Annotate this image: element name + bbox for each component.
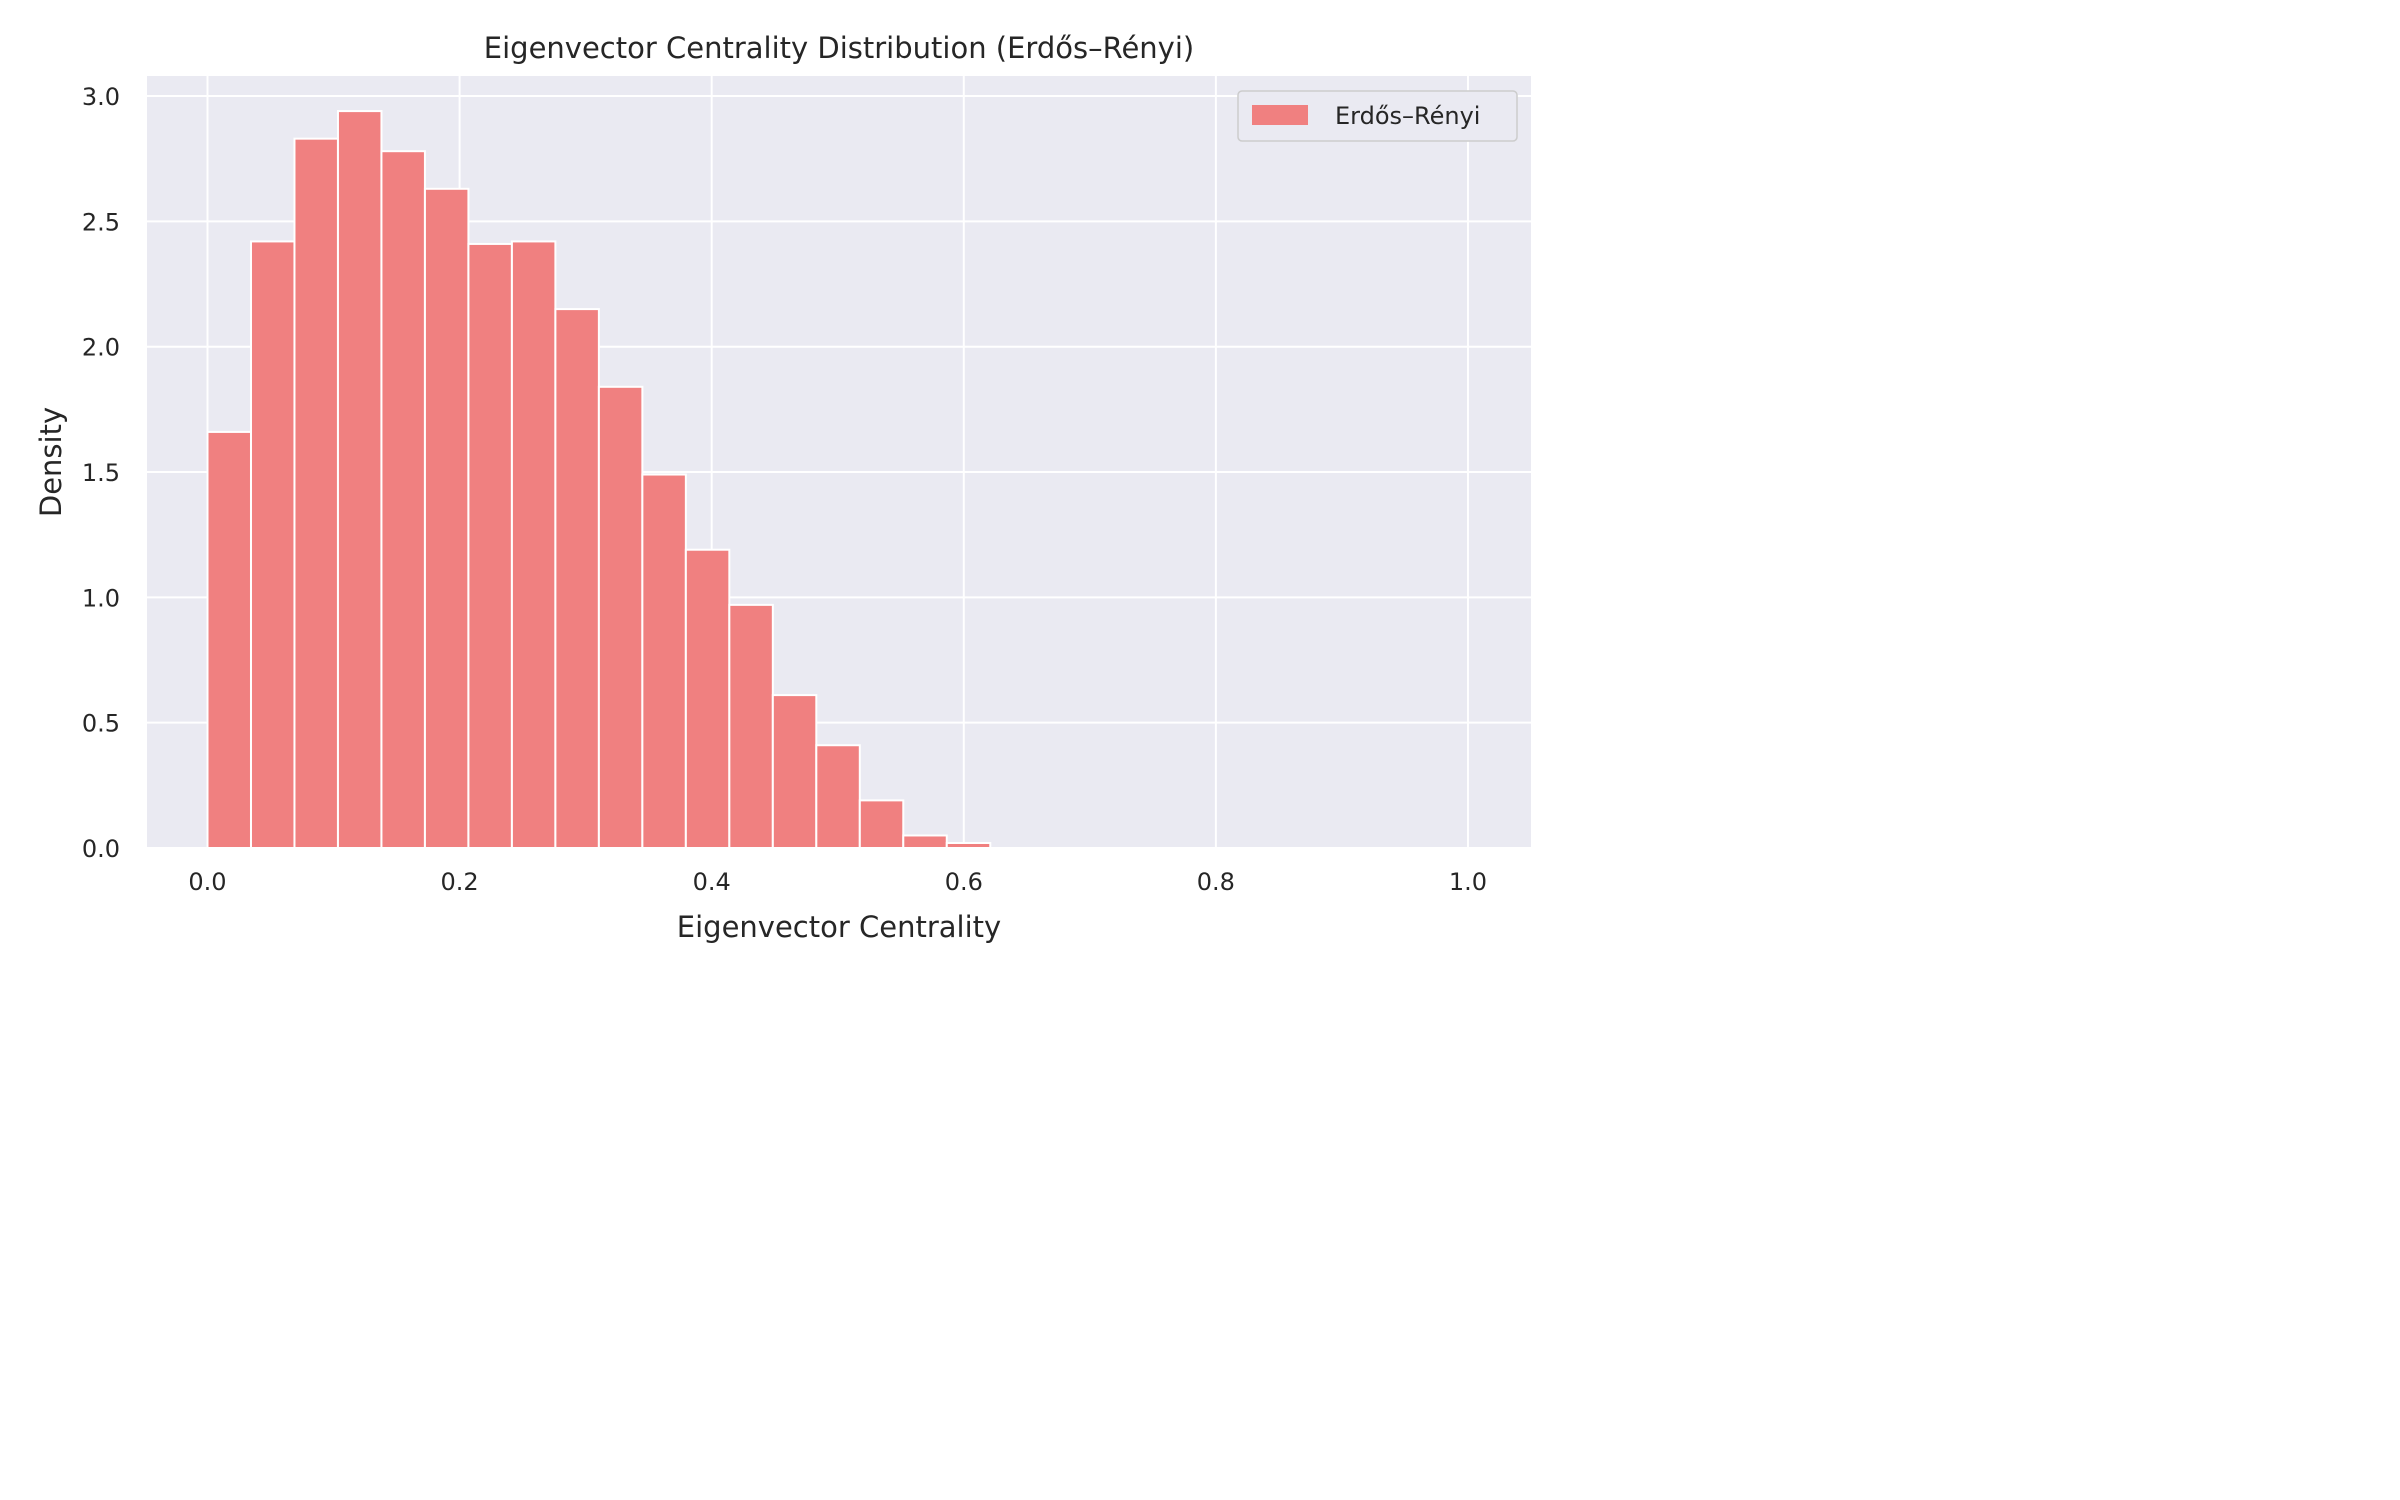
x-tick-labels: 0.0 0.2 0.4 0.6 0.8 1.0 — [188, 868, 1487, 896]
histogram-bar — [728, 603, 774, 849]
x-tick-label: 0.6 — [945, 868, 983, 896]
histogram-bar — [249, 240, 296, 849]
x-tick-label: 0.4 — [693, 868, 731, 896]
histogram-bar — [641, 473, 687, 849]
y-axis-title: Density — [34, 407, 68, 517]
histogram-bar — [467, 242, 513, 849]
y-tick-labels: 0.0 0.5 1.0 1.5 2.0 2.5 3.0 — [82, 83, 120, 863]
histogram-bar — [815, 744, 861, 849]
y-tick-label: 1.5 — [82, 459, 120, 487]
chart-figure: 0.0 0.2 0.4 0.6 0.8 1.0 0.0 0.5 1.0 1.5 2.0 2.5 3.0… — [0, 0, 1560, 976]
x-axis-title: Eigenvector Centrality — [677, 910, 1001, 944]
y-tick-label: 0.5 — [82, 710, 120, 738]
legend-swatch — [1252, 105, 1308, 125]
histogram-bar — [423, 187, 470, 849]
y-tick-label: 2.0 — [82, 334, 120, 362]
histogram-bar — [554, 308, 600, 849]
histogram-bar — [945, 841, 992, 849]
histogram-bar — [858, 799, 905, 850]
histogram-bar — [684, 548, 731, 850]
histogram-bar — [380, 150, 426, 849]
histogram-bar — [293, 137, 339, 849]
histogram-bar — [206, 430, 252, 849]
legend-label: Erdős–Rényi — [1335, 102, 1480, 130]
y-tick-label: 1.0 — [82, 584, 120, 612]
x-tick-label: 0.2 — [441, 868, 479, 896]
histogram-bar — [771, 694, 818, 849]
histogram-bar — [510, 240, 557, 849]
histogram-bar — [902, 834, 948, 849]
x-tick-label: 1.0 — [1449, 868, 1487, 896]
y-tick-label: 0.0 — [82, 835, 120, 863]
legend: Erdős–Rényi — [1237, 90, 1518, 142]
histogram-bar — [336, 110, 383, 850]
y-tick-label: 2.5 — [82, 208, 120, 236]
histogram-bars — [206, 110, 992, 850]
histogram-bar — [597, 385, 644, 849]
legend-frame — [1237, 90, 1518, 142]
y-tick-label: 3.0 — [82, 83, 120, 111]
x-tick-label: 0.0 — [188, 868, 226, 896]
x-tick-label: 0.8 — [1197, 868, 1235, 896]
histogram-chart: 0.0 0.2 0.4 0.6 0.8 1.0 0.0 0.5 1.0 1.5 2.0 2.5 3.0… — [34, 31, 1531, 944]
chart-title: Eigenvector Centrality Distribution (Erd… — [484, 31, 1194, 65]
